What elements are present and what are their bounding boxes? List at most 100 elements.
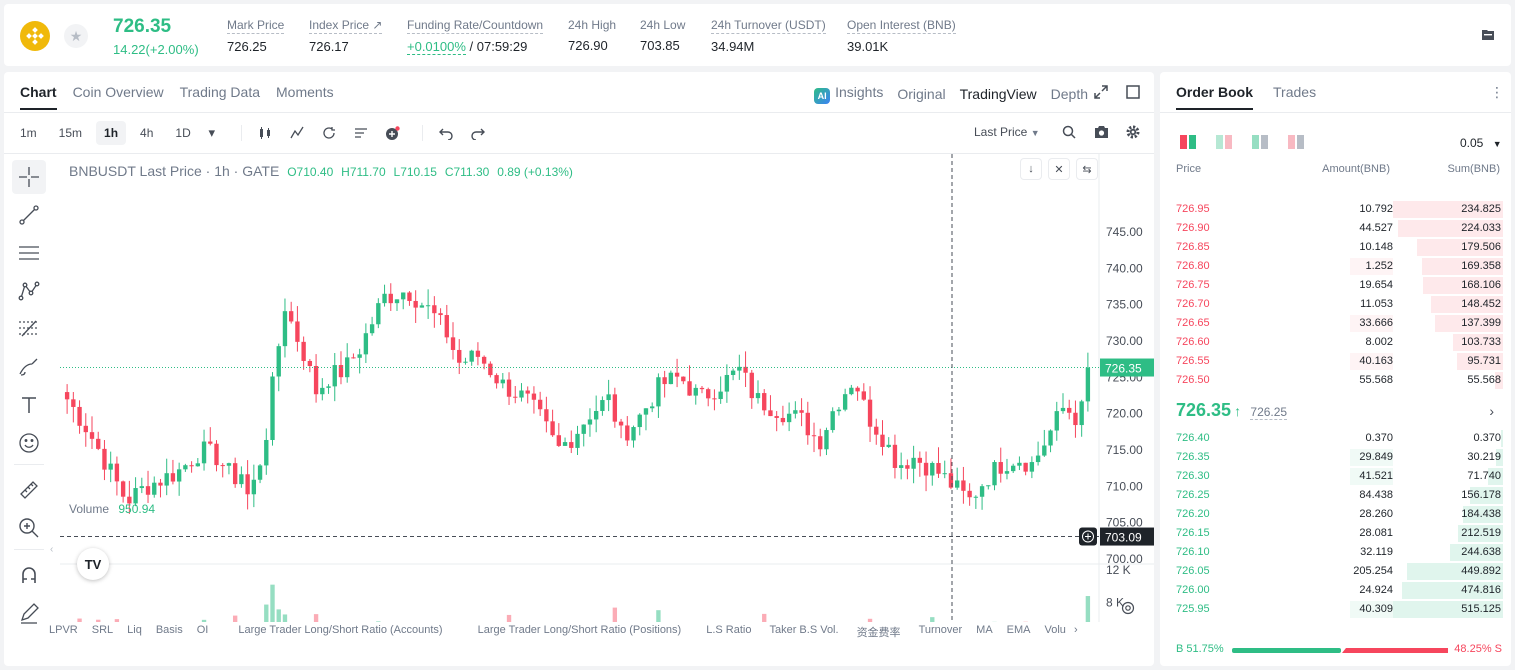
tab-coin-overview[interactable]: Coin Overview: [72, 84, 164, 100]
bid-row[interactable]: 726.25 84.438 156.178: [1160, 486, 1511, 505]
indicator-ltlsr-accounts[interactable]: Large Trader Long/Short Ratio (Accounts): [238, 624, 443, 636]
indicator-ma[interactable]: MA: [976, 624, 993, 636]
bid-row[interactable]: 726.05 205.254 449.892: [1160, 562, 1511, 581]
book-bids-icon[interactable]: [1216, 135, 1232, 149]
pattern-icon[interactable]: [12, 274, 46, 308]
order-amount: 19.654: [1359, 279, 1393, 291]
text-tool-icon[interactable]: [12, 388, 46, 422]
ask-row[interactable]: 726.65 33.666 137.399: [1160, 314, 1511, 333]
indicator-turnover[interactable]: Turnover: [918, 624, 963, 636]
indicator-scroll-right-icon[interactable]: ›: [1073, 624, 1078, 636]
indicator-volume[interactable]: Volu: [1044, 624, 1066, 636]
stat-funding-rate[interactable]: Funding Rate/Countdown +0.0100% / 07:59:…: [407, 18, 544, 55]
camera-icon[interactable]: [1094, 125, 1109, 142]
candle-type-icon[interactable]: [252, 122, 278, 144]
ask-row[interactable]: 726.90 44.527 224.033: [1160, 219, 1511, 238]
redo-icon[interactable]: [465, 122, 491, 144]
tab-order-book[interactable]: Order Book: [1176, 84, 1254, 110]
ask-row[interactable]: 726.80 1.252 169.358: [1160, 257, 1511, 276]
ask-row[interactable]: 726.60 8.002 103.733: [1160, 333, 1511, 352]
interval-4h[interactable]: 4h: [140, 126, 154, 140]
interval-1h[interactable]: 1h: [96, 121, 127, 145]
zoom-in-icon[interactable]: [12, 511, 46, 545]
trend-line-icon[interactable]: [12, 198, 46, 232]
stat-mark-price[interactable]: Mark Price 726.25: [227, 18, 285, 54]
emoji-icon[interactable]: [12, 426, 46, 460]
arrow-down-icon[interactable]: ↓: [1020, 158, 1042, 180]
indicator-basis[interactable]: Basis: [155, 624, 183, 636]
book-asks-icon[interactable]: [1252, 135, 1268, 149]
indicator-taker-bs-vol[interactable]: Taker B.S Vol.: [769, 624, 839, 636]
ask-row[interactable]: 726.95 10.792 234.825: [1160, 200, 1511, 219]
book-both-icon[interactable]: [1180, 135, 1196, 149]
book-depth-icon[interactable]: [1288, 135, 1304, 149]
magnet-icon[interactable]: [12, 558, 46, 592]
undo-icon[interactable]: [433, 122, 459, 144]
bid-row[interactable]: 726.20 28.260 184.438: [1160, 505, 1511, 524]
candle-body: [425, 305, 431, 307]
bid-row[interactable]: 726.10 32.119 244.638: [1160, 543, 1511, 562]
ask-row[interactable]: 726.75 19.654 168.106: [1160, 276, 1511, 295]
stat-index-price[interactable]: Index Price ↗ 726.17: [309, 18, 383, 54]
search-icon[interactable]: [1062, 125, 1076, 142]
tab-chart[interactable]: Chart: [20, 84, 57, 110]
tab-insights[interactable]: AI Insights: [814, 84, 883, 104]
horizontal-lines-icon[interactable]: [12, 236, 46, 270]
bid-row[interactable]: 726.35 29.849 30.219: [1160, 448, 1511, 467]
brush-icon[interactable]: [12, 350, 46, 384]
crosshair-icon[interactable]: [12, 160, 46, 194]
tab-original[interactable]: Original: [897, 86, 946, 102]
ask-row[interactable]: 726.50 55.568 55.568: [1160, 371, 1511, 390]
window-icon[interactable]: [1126, 85, 1140, 102]
indicator-oi[interactable]: OI: [196, 624, 209, 636]
price-type-select[interactable]: Last Price ▼: [974, 125, 1040, 139]
interval-1d[interactable]: 1D: [175, 126, 191, 140]
ruler-icon[interactable]: [12, 473, 46, 507]
indicator-ls-ratio[interactable]: L.S Ratio: [706, 624, 752, 636]
tab-moments[interactable]: Moments: [276, 84, 334, 100]
bid-row[interactable]: 725.95 40.309 515.125: [1160, 600, 1511, 619]
bid-row[interactable]: 726.30 41.521 71.740: [1160, 467, 1511, 486]
indicator-srl[interactable]: SRL: [91, 624, 114, 636]
indicator-liq[interactable]: Liq: [127, 624, 142, 636]
stat-open-interest[interactable]: Open Interest (BNB) 39.01K: [847, 18, 956, 54]
stat-24h-turnover[interactable]: 24h Turnover (USDT) 34.94M: [711, 18, 826, 54]
interval-1m[interactable]: 1m: [20, 126, 37, 140]
indicator-ltlsr-positions[interactable]: Large Trader Long/Short Ratio (Positions…: [477, 624, 682, 636]
templates-icon[interactable]: [348, 122, 374, 144]
tab-depth[interactable]: Depth: [1050, 86, 1088, 102]
favorite-star-icon[interactable]: ★: [64, 24, 88, 48]
indicators-icon[interactable]: [284, 122, 310, 144]
orderbook-mid-price[interactable]: 726.35 ↑ 726.25 ›: [1176, 400, 1494, 420]
document-icon[interactable]: [1480, 27, 1496, 43]
ask-row[interactable]: 726.70 11.053 148.452: [1160, 295, 1511, 314]
ask-row[interactable]: 726.85 10.148 179.506: [1160, 238, 1511, 257]
bid-row[interactable]: 726.00 24.924 474.816: [1160, 581, 1511, 600]
tab-trades[interactable]: Trades: [1273, 84, 1317, 100]
add-alert-icon[interactable]: [380, 122, 406, 144]
sync-icon[interactable]: ⇆: [1076, 158, 1098, 180]
settings-gear-icon[interactable]: [1126, 125, 1140, 142]
fibonacci-icon[interactable]: [12, 312, 46, 346]
more-vertical-icon[interactable]: ⋮: [1490, 84, 1504, 100]
tradingview-logo-icon[interactable]: TV: [77, 548, 109, 580]
replay-icon[interactable]: [316, 122, 342, 144]
indicator-funding-rate[interactable]: 资金费率: [856, 627, 901, 639]
expand-icon[interactable]: [1094, 85, 1108, 102]
candle-body: [799, 410, 804, 413]
indicator-ema[interactable]: EMA: [1006, 624, 1031, 636]
collapse-left-icon[interactable]: ‹: [50, 544, 54, 555]
interval-15m[interactable]: 15m: [58, 126, 83, 140]
tab-tradingview[interactable]: TradingView: [959, 86, 1037, 102]
chart-settings-icon[interactable]: [1121, 601, 1135, 618]
tab-trading-data[interactable]: Trading Data: [179, 84, 261, 100]
collapse-icon[interactable]: ✕: [1048, 158, 1070, 180]
indicator-lpvr[interactable]: LPVR: [49, 624, 78, 636]
price-step-select[interactable]: 0.05 ▼: [1460, 136, 1502, 150]
candlestick-chart[interactable]: 745.00740.00735.00730.00725.00720.00715.…: [4, 154, 1154, 622]
interval-dropdown-icon[interactable]: ▾: [208, 125, 215, 140]
bid-row[interactable]: 726.40 0.370 0.370: [1160, 429, 1511, 448]
pencil-icon[interactable]: [12, 596, 46, 630]
ask-row[interactable]: 726.55 40.163 95.731: [1160, 352, 1511, 371]
bid-row[interactable]: 726.15 28.081 212.519: [1160, 524, 1511, 543]
